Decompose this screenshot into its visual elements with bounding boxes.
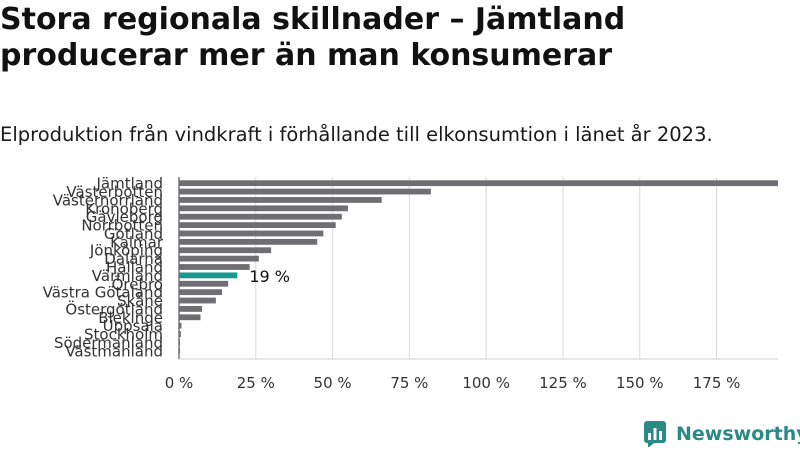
x-axis-ticks: 0 % 25 % 50 % 75 % 100 % 125 % 150 % 175 % bbox=[165, 374, 741, 392]
bar-blekinge bbox=[179, 314, 201, 321]
x-tick-label: 25 % bbox=[237, 374, 275, 392]
bar-jönköping bbox=[179, 247, 272, 254]
bars bbox=[179, 180, 778, 354]
category-labels: JämtlandVästerbottenVästernorrlandKronob… bbox=[43, 175, 290, 361]
bar-västernorrland bbox=[179, 197, 382, 203]
bar-kalmar bbox=[179, 238, 318, 245]
category-label: Skåne bbox=[117, 292, 163, 310]
bar-östergötland bbox=[179, 306, 203, 312]
bar-chart-logo-icon bbox=[644, 421, 666, 447]
category-label: Södermanland bbox=[54, 334, 163, 352]
chart-title: Stora regionala skillnader – Jämtland pr… bbox=[0, 2, 626, 73]
x-tick-label: 0 % bbox=[165, 374, 194, 392]
category-label: Stockholm bbox=[84, 326, 163, 344]
category-label: Uppsala bbox=[103, 317, 163, 335]
brand-name: Newsworthy bbox=[676, 423, 800, 445]
category-label: Jämtland bbox=[96, 175, 164, 193]
x-tick-label: 75 % bbox=[390, 374, 428, 392]
category-label: Norrbotten bbox=[81, 217, 163, 235]
category-label: Västra Götaland bbox=[43, 284, 163, 302]
bar-västerbotten bbox=[179, 188, 431, 195]
x-tick-label: 150 % bbox=[616, 374, 664, 392]
newsworthy-logo: Newsworthy bbox=[644, 420, 800, 448]
category-label: Östergötland bbox=[65, 299, 163, 318]
x-tick-label: 100 % bbox=[462, 374, 510, 392]
category-label: Halland bbox=[106, 259, 163, 277]
category-label: Kalmar bbox=[110, 233, 164, 251]
bar-uppsala bbox=[179, 322, 182, 329]
highlight-value-label: 19 % bbox=[249, 267, 290, 286]
bar-västmanland bbox=[179, 347, 180, 354]
bar-skåne bbox=[179, 297, 216, 304]
bar-stockholm bbox=[179, 331, 181, 337]
bar-norrbotten bbox=[179, 222, 336, 228]
x-tick-label: 175 % bbox=[693, 374, 741, 392]
x-tick-label: 125 % bbox=[539, 374, 587, 392]
category-label: Jönköping bbox=[89, 242, 163, 260]
bar-örebro bbox=[179, 280, 229, 287]
category-label: Gotland bbox=[104, 225, 163, 243]
category-label: Västmanland bbox=[65, 342, 163, 360]
bar-värmland bbox=[179, 272, 238, 279]
category-label: Västerbotten bbox=[66, 183, 163, 201]
bar-västra-götaland bbox=[179, 289, 223, 296]
category-label: Kronoberg bbox=[85, 200, 163, 218]
bar-chart: JämtlandVästerbottenVästernorrlandKronob… bbox=[43, 175, 778, 392]
bar-gotland bbox=[179, 230, 324, 237]
bar-gävleborg bbox=[179, 213, 342, 220]
bar-jämtland bbox=[179, 180, 778, 187]
bar-kronoberg bbox=[179, 205, 348, 212]
bar-södermanland bbox=[179, 339, 180, 346]
category-label: Dalarna bbox=[104, 250, 163, 268]
x-tick-label: 50 % bbox=[314, 374, 352, 392]
bar-halland bbox=[179, 264, 250, 270]
category-label: Blekinge bbox=[98, 309, 163, 327]
bar-dalarna bbox=[179, 255, 259, 262]
category-label: Värmland bbox=[92, 267, 163, 285]
category-label: Gävleborg bbox=[86, 208, 163, 226]
category-label: Västernorrland bbox=[53, 191, 163, 209]
category-label: Örebro bbox=[112, 274, 163, 293]
chart-subtitle: Elproduktion från vindkraft i förhålland… bbox=[0, 123, 713, 146]
